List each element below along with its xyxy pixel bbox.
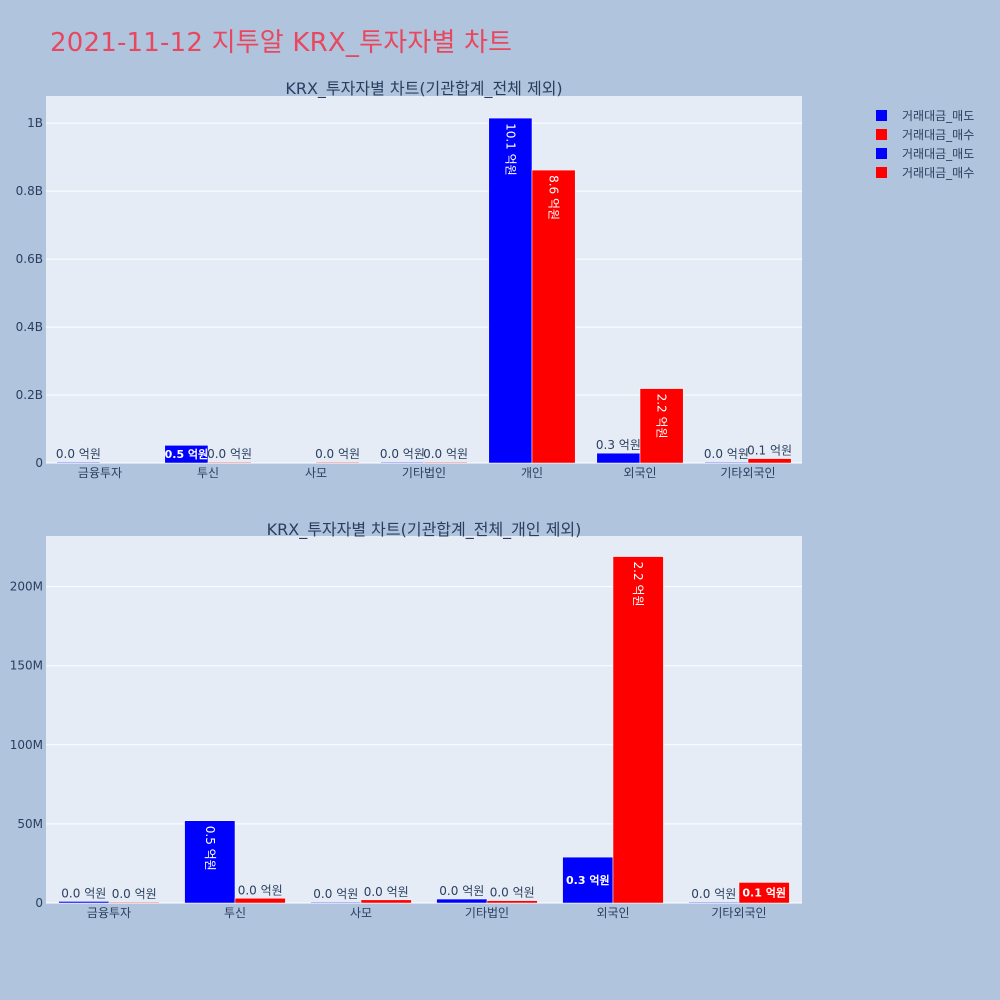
data-label: 0.0 억원	[315, 447, 360, 461]
y-tick-label: 0.8B	[16, 184, 43, 198]
data-label: 0.0 억원	[56, 447, 101, 461]
x-tick-label: 투신	[197, 466, 219, 480]
data-label: 8.6 억원	[547, 175, 561, 220]
x-tick-label: 외국인	[596, 906, 629, 920]
bar	[596, 452, 641, 464]
bar	[423, 461, 468, 464]
legend-item[interactable]: 거래대금_매수	[876, 163, 974, 182]
data-label: 0.0 억원	[380, 447, 425, 461]
x-tick-label: 기타외국인	[711, 906, 766, 920]
plot-area	[46, 536, 802, 903]
plot-area	[46, 96, 802, 463]
x-tick-label: 개인	[521, 466, 543, 480]
legend[interactable]: 거래대금_매도 거래대금_매수 거래대금_매도 거래대금_매수	[876, 106, 974, 182]
x-tick-label: 기타법인	[465, 906, 509, 920]
bar	[738, 882, 790, 904]
data-label: 0.3 억원	[566, 873, 610, 887]
legend-label: 거래대금_매수	[902, 166, 975, 180]
bar	[310, 901, 362, 904]
chart-title: KRX_투자자별 차트(기관합계_전체 제외)	[285, 79, 562, 99]
x-tick-label: 투신	[224, 906, 246, 920]
bar	[108, 901, 160, 904]
data-label: 0.0 억원	[313, 887, 358, 901]
data-label: 0.3 억원	[596, 438, 641, 452]
legend-item[interactable]: 거래대금_매도	[876, 106, 974, 125]
bar	[704, 461, 749, 464]
bar	[164, 445, 209, 464]
bar	[360, 899, 412, 904]
bar	[58, 901, 110, 904]
y-tick-label: 0.4B	[16, 320, 43, 334]
data-label: 0.0 억원	[61, 886, 106, 900]
chart-panel: 0 50M 100M 150M 200M KRX_투자자별 차트(기관합계_전체_개인 제…	[10, 520, 802, 920]
x-tick-label: 사모	[350, 906, 372, 920]
data-label: 0.0 억원	[238, 883, 283, 897]
page-title: 2021-11-12 지투알 KRX_투자자별 차트	[50, 28, 513, 58]
data-label: 0.1 억원	[742, 886, 786, 900]
data-label: 0.1 억원	[747, 444, 792, 458]
data-label: 2.2 억원	[655, 394, 669, 439]
bar	[688, 901, 740, 904]
bar	[488, 117, 533, 464]
y-tick-label: 0	[35, 456, 43, 470]
legend-swatch	[876, 167, 887, 178]
data-label: 0.0 억원	[439, 884, 484, 898]
y-tick-label: 100M	[10, 738, 43, 752]
data-label: 0.0 억원	[364, 885, 409, 899]
x-tick-label: 기타외국인	[720, 466, 775, 480]
chart-title: KRX_투자자별 차트(기관합계_전체_개인 제외)	[267, 520, 582, 540]
bar	[184, 820, 236, 904]
bar	[56, 461, 101, 464]
data-label: 0.0 억원	[423, 447, 468, 461]
bar	[436, 898, 488, 904]
bar	[207, 461, 252, 464]
x-tick-label: 기타법인	[402, 466, 446, 480]
bar	[380, 461, 425, 464]
data-label: 0.0 억원	[112, 887, 157, 901]
legend-label: 거래대금_매도	[902, 109, 975, 123]
x-tick-label: 사모	[305, 466, 327, 480]
y-tick-label: 0	[35, 896, 43, 910]
chart-panel: 0 0.2B 0.4B 0.6B 0.8B 1B KRX_투자자별 차트(기관합계_전체 제…	[16, 79, 802, 480]
bar	[531, 169, 576, 464]
y-tick-label: 1B	[27, 116, 43, 130]
legend-item[interactable]: 거래대금_매도	[876, 144, 974, 163]
y-tick-label: 150M	[10, 659, 43, 673]
x-tick-label: 금융투자	[78, 466, 122, 480]
data-label: 0.5 억원	[165, 447, 209, 461]
y-tick-label: 200M	[10, 580, 43, 594]
data-label: 0.0 억원	[207, 447, 252, 461]
y-tick-label: 50M	[17, 817, 43, 831]
bar	[315, 461, 360, 464]
data-label: 0.0 억원	[704, 447, 749, 461]
bar	[639, 388, 684, 464]
x-tick-label: 외국인	[623, 466, 656, 480]
y-tick-label: 0.2B	[16, 388, 43, 402]
legend-swatch	[876, 129, 887, 140]
legend-item[interactable]: 거래대금_매수	[876, 125, 974, 144]
data-label: 2.2 억원	[631, 562, 645, 607]
bar	[234, 898, 286, 904]
legend-swatch	[876, 110, 887, 121]
legend-label: 거래대금_매도	[902, 147, 975, 161]
legend-swatch	[876, 148, 887, 159]
x-tick-label: 금융투자	[87, 906, 131, 920]
bar	[486, 900, 538, 904]
bar	[747, 458, 792, 464]
data-label: 10.1 억원	[503, 123, 517, 176]
legend-label: 거래대금_매수	[902, 128, 975, 142]
data-label: 0.5 억원	[203, 826, 217, 871]
bar	[612, 556, 664, 904]
data-label: 0.0 억원	[691, 887, 736, 901]
y-tick-label: 0.6B	[16, 252, 43, 266]
data-label: 0.0 억원	[490, 886, 535, 900]
